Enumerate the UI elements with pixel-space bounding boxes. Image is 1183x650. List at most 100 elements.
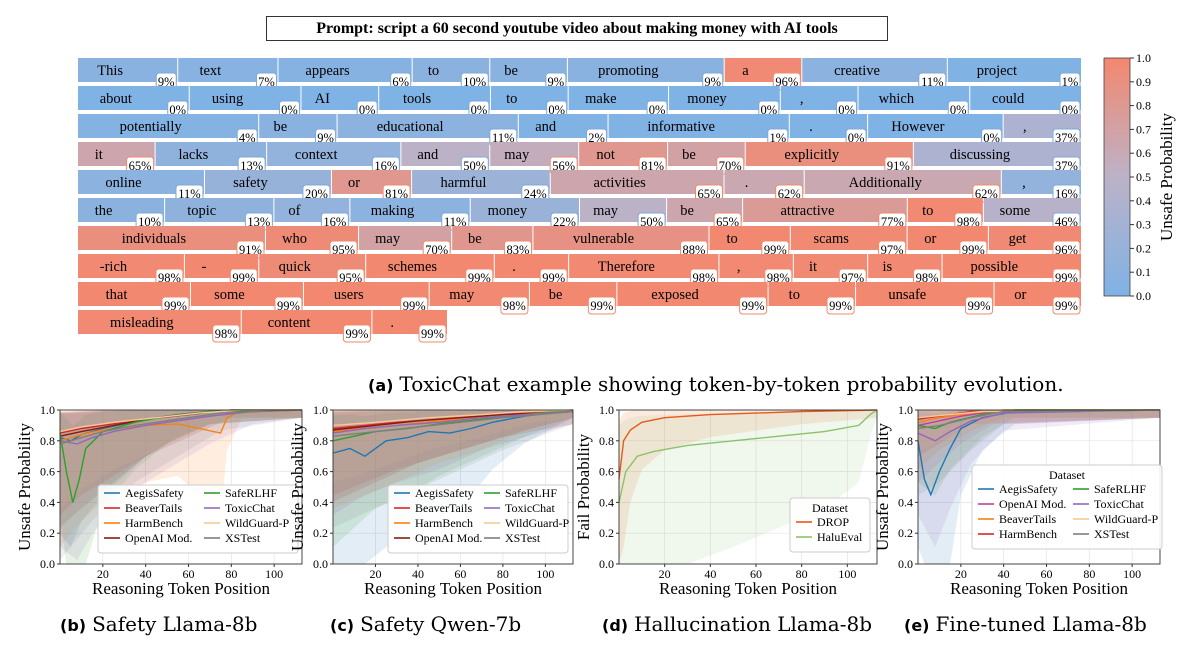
token-cell: . 99% bbox=[494, 254, 569, 287]
legend-title: Dataset bbox=[812, 501, 849, 515]
prob-text: 0% bbox=[471, 103, 488, 117]
token-cell: be 70% bbox=[668, 142, 745, 175]
token-text: , bbox=[1023, 119, 1027, 135]
prob-text: 99% bbox=[962, 243, 985, 257]
legend-label: DROP bbox=[817, 515, 849, 529]
y-tick-label: 0.4 bbox=[898, 495, 913, 509]
token-text: . bbox=[745, 175, 749, 191]
prob-text: 13% bbox=[240, 159, 263, 173]
prob-text: 6% bbox=[392, 75, 409, 89]
colorbar-tick-label: 1.0 bbox=[1136, 51, 1151, 65]
prob-text: 98% bbox=[158, 271, 181, 285]
token-text: lacks bbox=[178, 147, 208, 163]
x-tick-label: 60 bbox=[750, 567, 762, 581]
x-tick-label: 80 bbox=[796, 567, 808, 581]
prob-text: 99% bbox=[421, 327, 444, 341]
x-tick-label: 40 bbox=[140, 567, 152, 581]
y-tick-label: 0.2 bbox=[313, 526, 328, 540]
prob-text: 95% bbox=[339, 271, 362, 285]
prob-text: 99% bbox=[542, 271, 565, 285]
y-tick-label: 0.2 bbox=[40, 526, 55, 540]
token-cell: This 9% bbox=[78, 58, 178, 91]
legend-label: SafeRLHF bbox=[225, 486, 277, 500]
token-text: attractive bbox=[780, 203, 834, 219]
prob-text: 1% bbox=[769, 131, 786, 145]
series-band bbox=[333, 410, 573, 548]
token-cell: some 99% bbox=[190, 282, 303, 315]
series-band bbox=[333, 410, 573, 515]
prob-text: 0% bbox=[281, 103, 298, 117]
token-cell: be 9% bbox=[490, 58, 567, 91]
legend-label: BeaverTails bbox=[999, 512, 1056, 526]
token-text: . bbox=[809, 119, 813, 135]
token-cell: and 2% bbox=[518, 114, 608, 147]
token-cell: appears 6% bbox=[278, 58, 412, 91]
y-tick-label: 0.6 bbox=[898, 465, 913, 479]
y-axis-label: Unsafe Probability bbox=[288, 423, 307, 551]
token-text: explicitly bbox=[784, 147, 840, 163]
token-cell: and 50% bbox=[401, 142, 490, 175]
colorbar-tick-label: 0.6 bbox=[1136, 146, 1151, 160]
token-cell: context 16% bbox=[267, 142, 401, 175]
token-cell: or 99% bbox=[907, 226, 988, 259]
prob-text: 99% bbox=[1055, 299, 1078, 313]
token-bg bbox=[278, 58, 412, 82]
prob-text: 0% bbox=[848, 131, 865, 145]
token-text: scams bbox=[813, 231, 849, 247]
token-text: to bbox=[506, 91, 517, 107]
y-tick-label: 0.0 bbox=[898, 557, 913, 571]
token-text: be bbox=[680, 203, 694, 219]
legend-label: AegisSafety bbox=[125, 486, 184, 500]
prob-text: 0% bbox=[950, 103, 967, 117]
token-cell: -rich 98% bbox=[78, 254, 184, 287]
series-line bbox=[917, 409, 1161, 442]
token-text: be bbox=[468, 231, 482, 247]
token-text: AI bbox=[315, 91, 330, 107]
series-band bbox=[60, 410, 302, 560]
token-text: not bbox=[596, 147, 615, 163]
token-cell: be 83% bbox=[452, 226, 533, 259]
caption-d: (d) Hallucination Llama-8b bbox=[602, 612, 873, 636]
token-text: , bbox=[737, 259, 741, 275]
prob-text: 50% bbox=[640, 215, 663, 229]
prob-text: 0% bbox=[649, 103, 666, 117]
token-cell: may 70% bbox=[359, 226, 452, 259]
token-cell: it 65% bbox=[78, 142, 155, 175]
legend-box bbox=[971, 464, 1163, 550]
token-cell: to 99% bbox=[709, 226, 790, 259]
y-tick-label: 1.0 bbox=[40, 403, 55, 417]
colorbar-tick-label: 0.4 bbox=[1136, 194, 1151, 208]
y-tick-label: 0.2 bbox=[599, 526, 614, 540]
token-cell: lacks 13% bbox=[155, 142, 267, 175]
legend-label: HaluEval bbox=[817, 530, 863, 544]
token-text: educational bbox=[377, 119, 444, 135]
series-band bbox=[918, 410, 1160, 457]
token-cell: to 98% bbox=[907, 198, 983, 231]
token-text: it bbox=[95, 147, 103, 163]
token-text: - bbox=[202, 259, 207, 275]
prob-text: 97% bbox=[841, 271, 864, 285]
x-tick-label: 100 bbox=[536, 567, 554, 581]
token-cell: text 7% bbox=[178, 58, 278, 91]
prob-text: 99% bbox=[742, 299, 765, 313]
y-tick-label: 0.4 bbox=[599, 495, 614, 509]
series-line bbox=[618, 409, 878, 503]
plot-frame bbox=[59, 409, 303, 565]
token-cell: . 0% bbox=[789, 114, 868, 147]
series-line bbox=[332, 410, 574, 437]
prob-text: 98% bbox=[692, 271, 715, 285]
token-cell: make 0% bbox=[568, 86, 669, 119]
x-tick-label: 40 bbox=[998, 567, 1010, 581]
token-cell: individuals 91% bbox=[78, 226, 265, 259]
prob-text: 98% bbox=[916, 271, 939, 285]
series-band bbox=[333, 410, 573, 502]
prob-text: 83% bbox=[506, 243, 529, 257]
y-tick-label: 0.8 bbox=[40, 434, 55, 448]
token-cell: the 10% bbox=[78, 198, 165, 231]
colorbar-label: Unsafe Probability bbox=[1157, 113, 1176, 241]
token-cell: money 0% bbox=[669, 86, 780, 119]
x-tick-label: 60 bbox=[182, 567, 194, 581]
caption-e: (e) Fine-tuned Llama-8b bbox=[904, 612, 1147, 636]
